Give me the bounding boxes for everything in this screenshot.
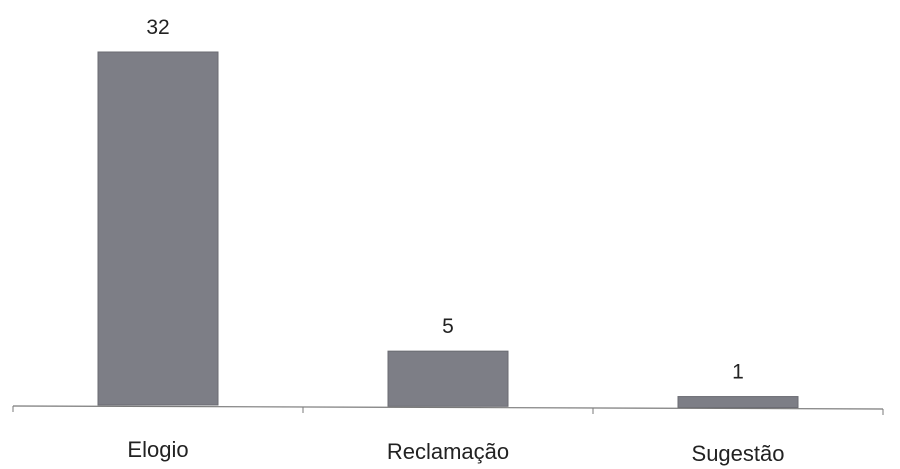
tick-labels-layer: Elogio Reclamação Sugestão (127, 437, 784, 466)
bar-elogio (97, 51, 219, 406)
x-tick-label-elogio: Elogio (127, 437, 188, 462)
x-tick-label-sugestão: Sugestão (692, 441, 785, 466)
data-label-elogio: 32 (146, 16, 169, 39)
data-label-reclamação: 5 (442, 315, 454, 338)
bars-layer (97, 51, 799, 409)
bar-reclamação (387, 350, 509, 407)
x-axis-line (12, 405, 884, 410)
value-labels-layer: 32 5 1 (146, 16, 744, 384)
tick-marks-layer (12, 406, 884, 415)
bar-sugestão (677, 396, 799, 409)
x-tick-label-reclamação: Reclamação (387, 439, 509, 464)
data-label-sugestão: 1 (732, 361, 744, 384)
